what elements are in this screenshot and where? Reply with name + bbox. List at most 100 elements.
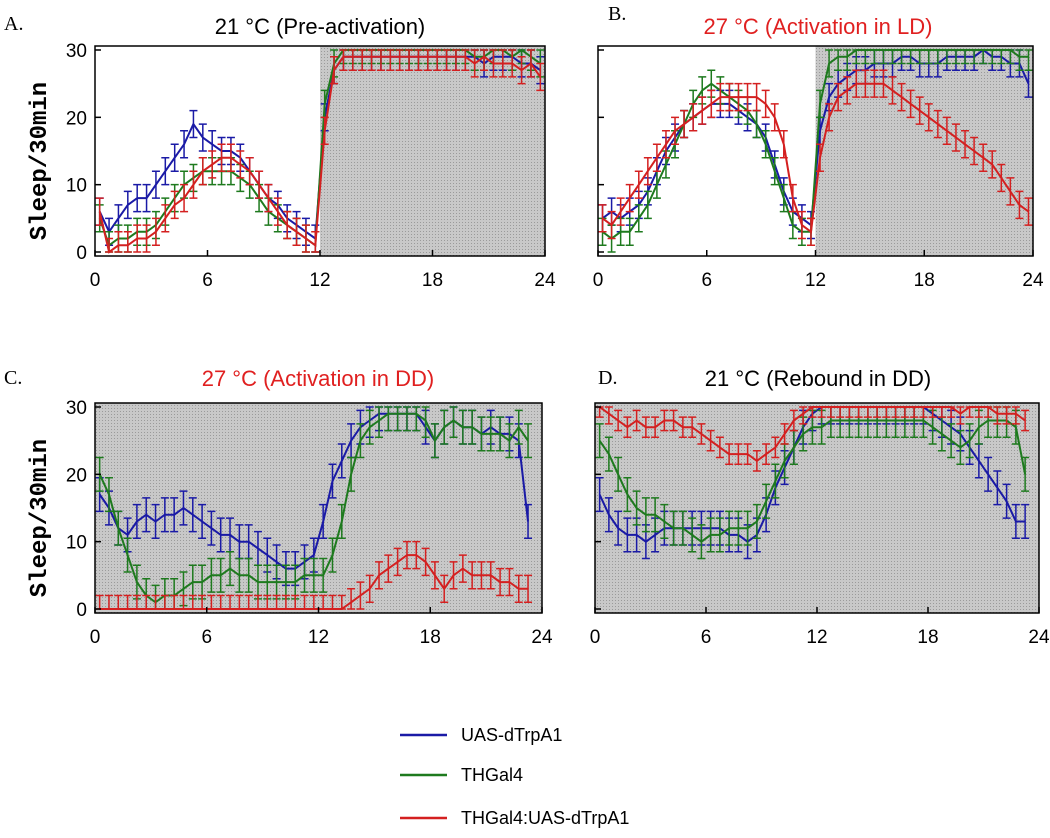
legend-item-0: UAS-dTrpA1 <box>400 725 562 745</box>
error-bar <box>816 143 825 172</box>
error-bar <box>376 49 385 71</box>
error-bar <box>632 409 641 432</box>
x-tick-label: 12 <box>806 627 827 648</box>
error-bar <box>198 503 207 540</box>
error-bar <box>956 406 965 425</box>
error-bar <box>151 503 160 540</box>
error-bar <box>207 557 216 593</box>
error-bar <box>761 130 770 159</box>
series-line-2 <box>601 82 1030 234</box>
error-bar <box>384 554 393 583</box>
error-bar <box>752 503 761 540</box>
series-line-2 <box>98 55 542 254</box>
error-bar <box>207 510 216 546</box>
error-bar <box>395 49 404 71</box>
error-bar <box>873 406 882 418</box>
error-bar <box>997 49 1006 65</box>
error-bar <box>697 423 706 445</box>
y-tick-label: 30 <box>66 41 87 62</box>
error-bar <box>320 116 329 146</box>
error-bar <box>678 510 687 546</box>
error-bar <box>170 143 179 172</box>
error-bar <box>468 561 477 590</box>
error-bar <box>906 89 915 119</box>
error-bar <box>688 517 697 553</box>
error-bar <box>671 116 680 146</box>
chart-panel-2: 0 6 12 18 24 0 10 20 30 Sleep/30min C. 27 °C (Activ… <box>4 366 553 648</box>
error-bar <box>442 49 451 71</box>
error-bar <box>273 197 282 226</box>
error-bar <box>843 76 852 105</box>
error-bar <box>328 594 337 610</box>
x-tick-label: 0 <box>590 627 601 648</box>
error-bar <box>651 416 660 439</box>
error-bar <box>421 547 430 577</box>
error-bar <box>614 409 623 432</box>
error-bar <box>825 49 834 78</box>
error-bar <box>834 82 843 112</box>
error-bar <box>897 82 906 112</box>
error-bar <box>179 490 188 526</box>
series-2 <box>95 49 545 254</box>
error-bar <box>870 69 879 98</box>
error-bar <box>132 503 141 540</box>
error-bar <box>984 406 993 418</box>
error-bar <box>993 470 1002 506</box>
error-bar <box>133 224 142 253</box>
chart-title: 27 °C (Activation in LD) <box>704 14 933 39</box>
error-bar <box>863 406 872 418</box>
error-bar <box>743 443 752 465</box>
error-bar <box>604 406 613 425</box>
error-bar <box>843 49 852 71</box>
error-bar <box>358 49 367 71</box>
error-bar <box>480 49 489 71</box>
error-bar <box>1002 483 1011 519</box>
error-bar <box>536 62 545 92</box>
x-tick-label: 18 <box>917 627 938 648</box>
error-bar <box>180 130 189 159</box>
error-bar <box>188 497 197 533</box>
error-bar <box>151 170 160 199</box>
error-bar <box>365 409 374 445</box>
error-bar <box>245 156 254 186</box>
legend-item-2: THGal4:UAS-dTrpA1 <box>400 808 629 828</box>
error-bar <box>160 497 169 533</box>
error-bar <box>198 156 207 186</box>
x-tick-label: 6 <box>201 627 212 648</box>
series-1 <box>598 49 1033 253</box>
error-bar <box>825 103 834 132</box>
error-bar <box>595 423 604 459</box>
error-bar <box>216 557 225 593</box>
error-bar <box>449 406 458 439</box>
error-bar <box>114 231 123 253</box>
error-bar <box>933 109 942 139</box>
error-bar <box>770 103 779 132</box>
error-bar <box>788 183 797 213</box>
x-tick-label: 24 <box>1022 270 1044 291</box>
error-bar <box>604 436 613 472</box>
series-2 <box>598 69 1033 247</box>
error-bar <box>477 416 486 452</box>
error-bar <box>496 567 505 597</box>
error-bar <box>188 594 197 610</box>
error-bar <box>300 594 309 610</box>
error-bar <box>947 423 956 459</box>
error-bar <box>216 594 225 610</box>
error-bar <box>123 231 132 253</box>
error-bar <box>412 406 421 432</box>
error-bar <box>993 406 1002 425</box>
error-bar <box>808 406 817 418</box>
error-bar <box>725 510 734 546</box>
error-bar <box>1006 49 1015 65</box>
error-bar <box>347 456 356 492</box>
legend-label: THGal4 <box>461 765 523 785</box>
error-bar <box>123 594 132 610</box>
error-bar <box>365 574 374 604</box>
error-bar <box>956 429 965 465</box>
y-axis-label: Sleep/30min <box>27 82 54 240</box>
panel-letter: A. <box>4 13 23 35</box>
error-bar <box>114 510 123 546</box>
y-tick-label: 0 <box>76 243 87 264</box>
error-bar <box>988 49 997 65</box>
error-bar <box>882 406 891 418</box>
